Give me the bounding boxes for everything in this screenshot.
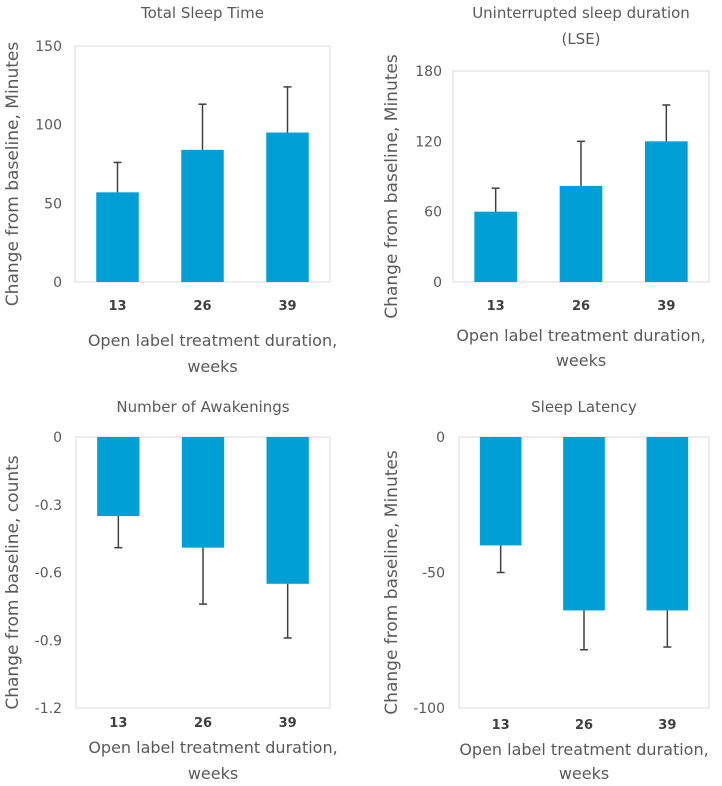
bar xyxy=(266,437,309,584)
bar xyxy=(563,437,605,611)
y-tick-label: -100 xyxy=(413,701,445,717)
x-tick-label: 26 xyxy=(575,718,593,733)
y-tick-label: 100 xyxy=(35,118,62,134)
y-axis-label: Change from baseline, Minutes xyxy=(382,54,402,319)
x-axis-label: Open label treatment duration, xyxy=(456,326,705,345)
x-axis-label: Open label treatment duration, xyxy=(459,740,708,759)
chart-title: (LSE) xyxy=(561,30,600,48)
chart-title: Sleep Latency xyxy=(531,398,637,416)
chart-panel-2: Uninterrupted sleep duration (LSE) 0 60 120 1… xyxy=(382,4,710,370)
x-tick-label: 26 xyxy=(193,299,211,314)
x-axis-label: weeks xyxy=(556,351,606,370)
bar xyxy=(479,437,522,546)
x-axis-label: Open label treatment duration, xyxy=(88,738,337,757)
y-axis-label: Change from baseline, Minutes xyxy=(382,450,402,715)
y-tick-label: 0 xyxy=(53,430,62,446)
x-tick-label: 39 xyxy=(657,299,675,314)
x-tick-label: 13 xyxy=(492,718,510,733)
x-axis-label: weeks xyxy=(187,357,237,376)
y-tick-label: -0.6 xyxy=(35,566,62,582)
bar xyxy=(96,192,139,282)
y-tick-label: -1.2 xyxy=(35,701,62,717)
x-tick-label: 13 xyxy=(109,716,127,731)
y-axis-label: Change from baseline, counts xyxy=(3,455,23,709)
chart-title: Uninterrupted sleep duration xyxy=(472,4,690,22)
x-tick-label: 13 xyxy=(487,299,505,314)
y-axis-label: Change from baseline, Minutes xyxy=(3,42,23,307)
bar xyxy=(645,141,688,282)
bar xyxy=(97,437,140,517)
bar xyxy=(181,149,224,282)
x-tick-label: 39 xyxy=(658,718,676,733)
y-tick-label: -0.9 xyxy=(35,633,62,649)
bar xyxy=(266,132,309,282)
bar xyxy=(646,437,689,611)
y-tick-label: 150 xyxy=(35,39,62,55)
x-axis-label: Open label treatment duration, xyxy=(88,331,337,350)
y-tick-label: 0 xyxy=(436,430,445,446)
bar xyxy=(559,185,603,282)
x-tick-label: 26 xyxy=(572,299,590,314)
y-tick-label: 60 xyxy=(424,205,442,221)
chart-title: Total Sleep Time xyxy=(140,4,264,22)
y-tick-label: 50 xyxy=(44,196,62,212)
y-tick-label: 180 xyxy=(415,64,442,80)
x-axis-label: weeks xyxy=(188,764,238,781)
chart-panel-4: Sleep Latency -100 -50 0 Change from baselin… xyxy=(382,398,710,783)
y-tick-label: 0 xyxy=(53,275,62,291)
y-tick-label: -0.3 xyxy=(35,498,62,514)
x-tick-label: 39 xyxy=(279,716,297,731)
x-tick-label: 13 xyxy=(108,299,126,314)
bar xyxy=(181,437,225,548)
bar xyxy=(474,211,517,282)
chart-panel-1: Total Sleep Time 0 50 100 150 Change from bas… xyxy=(3,4,337,376)
x-tick-label: 26 xyxy=(194,716,212,731)
y-tick-label: -50 xyxy=(422,566,445,582)
chart-panel-3: Number of Awakenings -1.2 -0.9 -0.6 -0.3 0 Cha… xyxy=(3,398,338,783)
x-axis-label: weeks xyxy=(559,764,609,781)
chart-title: Number of Awakenings xyxy=(116,398,289,416)
x-tick-label: 39 xyxy=(278,299,296,314)
y-tick-label: 0 xyxy=(433,275,442,291)
y-tick-label: 120 xyxy=(415,134,442,150)
